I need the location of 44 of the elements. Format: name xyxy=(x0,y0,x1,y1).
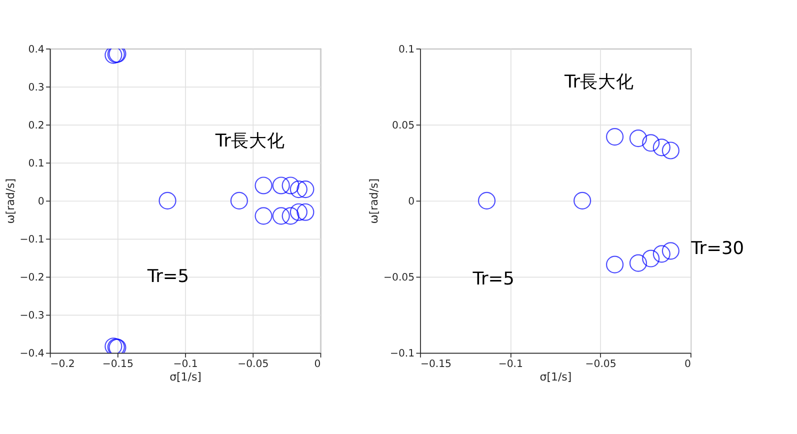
y-tick-label: 0.2 xyxy=(28,120,44,132)
y-tick-label: 0.1 xyxy=(398,44,415,56)
point xyxy=(272,207,290,225)
annotation: Tr=5 xyxy=(472,269,514,290)
annotation: Tr長大化 xyxy=(563,72,634,92)
y-tick-label: 0.1 xyxy=(28,158,44,170)
point xyxy=(282,207,300,225)
point xyxy=(272,176,290,194)
x-tick-label: 0 xyxy=(314,358,321,370)
x-axis-title: σ[1/s] xyxy=(540,370,572,384)
x-tick-label: −0.2 xyxy=(50,358,75,370)
annotation: Tr長大化 xyxy=(214,132,285,152)
x-tick-label: −0.1 xyxy=(173,358,198,370)
point xyxy=(290,203,308,221)
x-tick-label: −0.1 xyxy=(498,358,523,370)
y-axis-title: ω[rad/s] xyxy=(368,178,381,224)
x-tick-label: 0 xyxy=(684,358,691,370)
y-tick-label: −0.1 xyxy=(20,234,44,246)
y-tick-label: 0.4 xyxy=(28,44,44,56)
y-tick-label: −0.3 xyxy=(20,310,44,322)
text: Tr=30 xyxy=(690,238,744,259)
x-tick-label: −0.05 xyxy=(238,358,269,370)
y-tick-label: −0.2 xyxy=(20,272,44,284)
y-tick-label: −0.05 xyxy=(384,272,415,284)
x-tick-label: −0.05 xyxy=(585,358,616,370)
x-tick-label: −0.15 xyxy=(102,358,134,370)
y-tick-label: 0.05 xyxy=(392,120,415,132)
x-axis-title: σ[1/s] xyxy=(170,370,202,384)
y-tick-label: 0 xyxy=(38,196,44,208)
annotation: Tr=5 xyxy=(146,266,190,287)
point xyxy=(158,192,176,210)
y-tick-label: −0.1 xyxy=(390,348,415,360)
y-axis-title: ω[rad/s] xyxy=(4,178,17,224)
point xyxy=(290,180,308,198)
y-tick-label: 0.3 xyxy=(28,82,44,94)
point xyxy=(296,203,314,221)
x-tick-label: −0.15 xyxy=(420,358,452,370)
point xyxy=(254,176,272,194)
point xyxy=(230,192,248,210)
point xyxy=(282,176,300,194)
point xyxy=(254,207,272,225)
y-tick-label: −0.4 xyxy=(20,348,44,360)
point xyxy=(296,180,314,198)
y-tick-label: 0 xyxy=(408,196,415,208)
